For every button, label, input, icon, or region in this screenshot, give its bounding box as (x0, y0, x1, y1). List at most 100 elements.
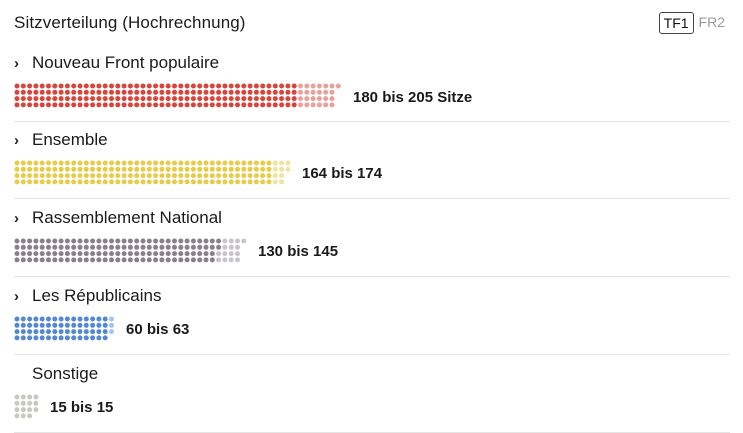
seat-dot (39, 238, 45, 244)
seat-dot (33, 407, 39, 413)
seat-dot (77, 83, 83, 89)
seat-dot (178, 89, 184, 95)
seat-dot (33, 173, 39, 179)
seat-dot (146, 102, 152, 108)
seat-dot-range (329, 96, 335, 102)
seat-dots (14, 394, 39, 419)
seat-dot (228, 179, 234, 185)
seat-dot-range (109, 329, 114, 335)
seat-dot (159, 160, 165, 166)
party-name: Rassemblement National (32, 208, 222, 227)
seat-dot (14, 394, 20, 400)
seat-dot (190, 102, 196, 108)
seat-dot (27, 160, 33, 166)
seat-dot (20, 96, 26, 102)
seat-dot (64, 179, 70, 185)
seat-dot (253, 166, 259, 172)
chevron-right-icon[interactable]: › (14, 55, 19, 72)
seat-dot (58, 173, 64, 179)
seat-dot (58, 102, 64, 108)
seat-dot (71, 166, 77, 172)
seat-dots (14, 316, 114, 341)
party-name-row[interactable]: › Ensemble (14, 129, 108, 152)
seat-dot (197, 257, 203, 263)
seat-dot (159, 244, 165, 250)
seat-dot (266, 179, 272, 185)
chevron-right-icon[interactable]: › (14, 210, 19, 227)
chevron-right-icon[interactable]: › (14, 132, 19, 149)
seat-dot (96, 160, 102, 166)
seat-dot-range (241, 238, 247, 244)
seat-dot (140, 83, 146, 89)
seat-dot (14, 407, 20, 413)
party-name-row[interactable]: › Nouveau Front populaire (14, 52, 219, 75)
seat-dot (77, 89, 83, 95)
seat-dot (228, 83, 234, 89)
seat-dot (272, 83, 278, 89)
seat-dot-range (323, 96, 329, 102)
seat-dot (77, 173, 83, 179)
seat-dot-range (272, 166, 278, 172)
seat-dot (58, 335, 64, 341)
seat-dot (96, 322, 102, 328)
seat-dot (159, 89, 165, 95)
party-name-row[interactable]: › Les Républicains (14, 285, 161, 308)
seat-dot (90, 83, 96, 89)
seat-dot-range (310, 89, 316, 95)
seat-dot (115, 251, 121, 257)
seat-dot (222, 166, 228, 172)
seat-dot (109, 251, 114, 257)
seat-dot (77, 335, 83, 341)
party-name: Les Républicains (32, 286, 162, 305)
seat-dot (121, 179, 127, 185)
party-name: Nouveau Front populaire (32, 53, 220, 72)
party-row-ensemble[interactable]: › Ensemble 164 bis 174 (14, 129, 730, 199)
seat-dot (27, 257, 33, 263)
seat-dot (134, 96, 140, 102)
party-row-rn[interactable]: › Rassemblement National 130 bis 145 (14, 207, 730, 277)
seat-dot (52, 179, 58, 185)
seat-dot (52, 329, 58, 335)
seat-dot-range (228, 257, 234, 263)
seat-dot (247, 173, 253, 179)
party-row-lr[interactable]: › Les Républicains 60 bis 63 (14, 285, 730, 355)
source-fr2-button[interactable]: FR2 (698, 14, 725, 30)
seat-dot (197, 102, 203, 108)
seat-dot (190, 257, 196, 263)
seat-dot (260, 173, 266, 179)
seat-dot (96, 257, 102, 263)
seat-dot (247, 166, 253, 172)
chevron-right-icon[interactable]: › (14, 288, 19, 305)
seat-dot (77, 166, 83, 172)
seat-dot (266, 102, 272, 108)
seat-dot (285, 102, 291, 108)
seat-dot (172, 173, 177, 179)
seat-dot (235, 173, 240, 179)
seat-dot-range (228, 238, 234, 244)
seat-dot (279, 96, 285, 102)
seat-dot-range (228, 244, 234, 250)
seat-dot (27, 179, 33, 185)
party-name-row[interactable]: › Rassemblement National (14, 207, 222, 230)
seat-dot (83, 316, 89, 322)
seat-dot (127, 173, 133, 179)
seat-dot (184, 89, 190, 95)
seat-dot (241, 166, 247, 172)
seat-dot (33, 400, 39, 406)
seat-dot (184, 173, 190, 179)
party-row-nfp[interactable]: › Nouveau Front populaire 180 bis 205 Sit… (14, 52, 730, 122)
seat-dot (39, 335, 45, 341)
party-name: Ensemble (32, 130, 108, 149)
seat-dot (83, 179, 89, 185)
seat-dot (216, 102, 222, 108)
seat-dot (272, 96, 278, 102)
seat-dot (83, 251, 89, 257)
source-tf1-button[interactable]: TF1 (658, 12, 694, 34)
seat-dot (260, 102, 266, 108)
seat-dot (20, 400, 26, 406)
seat-dot (159, 166, 165, 172)
seat-dot (184, 257, 190, 263)
seat-dot (64, 335, 70, 341)
seat-dot (96, 173, 102, 179)
seat-dot (71, 322, 77, 328)
